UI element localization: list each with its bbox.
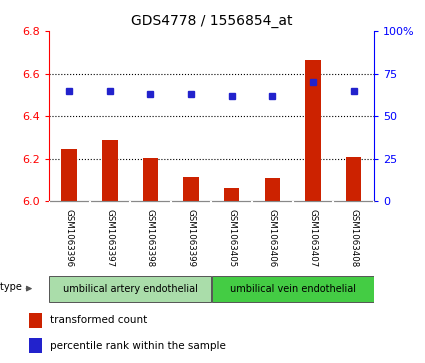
FancyBboxPatch shape bbox=[49, 276, 211, 302]
Title: GDS4778 / 1556854_at: GDS4778 / 1556854_at bbox=[130, 15, 292, 28]
Bar bbox=[143, 158, 158, 201]
Text: GSM1063397: GSM1063397 bbox=[105, 209, 114, 267]
Bar bbox=[184, 177, 199, 201]
Text: cell type: cell type bbox=[0, 282, 22, 292]
Bar bbox=[346, 157, 361, 201]
FancyBboxPatch shape bbox=[212, 276, 374, 302]
Text: GSM1063406: GSM1063406 bbox=[268, 209, 277, 267]
Bar bbox=[62, 149, 77, 201]
Text: GSM1063408: GSM1063408 bbox=[349, 209, 358, 267]
Bar bbox=[102, 140, 118, 201]
Text: GSM1063399: GSM1063399 bbox=[187, 209, 196, 267]
Text: umbilical artery endothelial: umbilical artery endothelial bbox=[63, 284, 198, 294]
Text: percentile rank within the sample: percentile rank within the sample bbox=[50, 341, 226, 351]
Text: GSM1063398: GSM1063398 bbox=[146, 209, 155, 267]
Bar bbox=[305, 60, 321, 201]
Text: GSM1063396: GSM1063396 bbox=[65, 209, 74, 267]
Bar bbox=[29, 313, 42, 328]
Text: GSM1063407: GSM1063407 bbox=[309, 209, 317, 267]
Text: umbilical vein endothelial: umbilical vein endothelial bbox=[230, 284, 356, 294]
Bar bbox=[265, 178, 280, 201]
Text: GSM1063405: GSM1063405 bbox=[227, 209, 236, 267]
Bar bbox=[29, 338, 42, 353]
Text: transformed count: transformed count bbox=[50, 315, 147, 325]
Bar bbox=[224, 188, 239, 201]
